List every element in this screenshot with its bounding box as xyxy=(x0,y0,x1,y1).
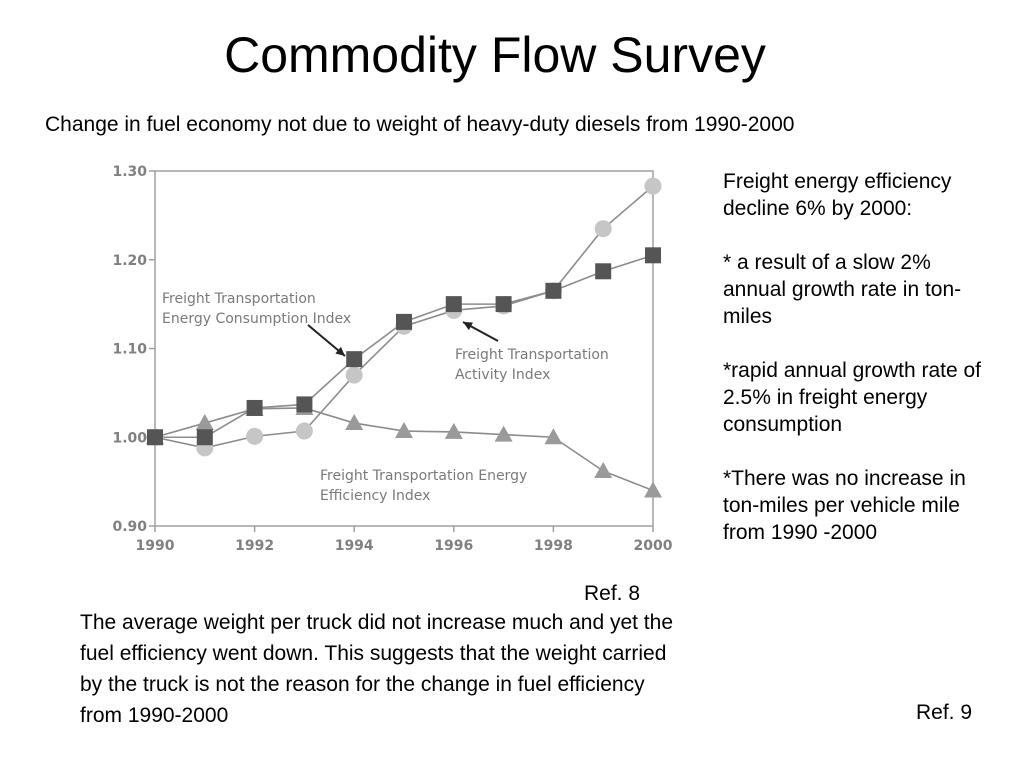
data-point-triangle xyxy=(195,414,214,431)
data-point-square xyxy=(396,313,412,330)
data-point-triangle xyxy=(444,422,463,439)
x-tick-label: 1994 xyxy=(335,538,374,554)
line-chart: 0.90 1.00 1.10 1.20 1.30 1990 1992 1994 1996 1998… xyxy=(105,158,680,563)
data-point-square xyxy=(495,296,512,313)
bullet-item: * a result of a slow 2% annual growth ra… xyxy=(723,251,962,328)
annotation-label: Freight Transportation xyxy=(455,347,609,363)
data-point-square xyxy=(595,263,612,280)
data-point-triangle xyxy=(395,422,413,439)
data-point-circle xyxy=(246,427,264,445)
reference-label-left: Ref. 8 xyxy=(584,582,641,605)
annotation-arrowhead xyxy=(463,322,473,331)
bullet-item: Freight energy efficiency decline 6% by … xyxy=(723,170,952,220)
data-point-square xyxy=(346,351,363,368)
slide-subtitle: Change in fuel economy not due to weight… xyxy=(45,113,795,136)
slide-title: Commodity Flow Survey xyxy=(224,27,766,83)
annotation-label: Freight Transportation xyxy=(162,291,316,307)
y-tick-label: 1.30 xyxy=(112,164,147,180)
x-tick-label: 1992 xyxy=(235,538,274,554)
y-tick-label: 0.90 xyxy=(112,519,147,535)
data-point-circle xyxy=(345,366,363,384)
data-point-square xyxy=(246,399,263,416)
data-point-triangle xyxy=(494,425,513,442)
data-point-square xyxy=(545,282,562,299)
x-tick-label: 1998 xyxy=(534,538,573,554)
x-tick-label: 2000 xyxy=(634,538,673,554)
reference-label-right: Ref. 9 xyxy=(916,701,973,724)
x-tick-label: 1990 xyxy=(136,538,175,554)
chart-svg: 0.90 1.00 1.10 1.20 1.30 1990 1992 1994 1996 1998… xyxy=(112,164,673,554)
y-tick-label: 1.10 xyxy=(112,342,147,358)
data-point-square xyxy=(196,429,213,446)
data-point-square xyxy=(296,396,313,413)
explanation-note: The average weight per truck did not inc… xyxy=(80,611,674,727)
data-point-circle xyxy=(644,177,662,195)
y-tick-label: 1.00 xyxy=(112,430,147,446)
annotation-label: Freight Transportation Energy xyxy=(320,468,527,484)
annotation-label: Activity Index xyxy=(455,367,550,383)
data-point-triangle xyxy=(644,481,662,498)
y-tick-label: 1.20 xyxy=(112,253,147,269)
data-point-triangle xyxy=(544,428,563,445)
data-point-square xyxy=(445,296,462,313)
data-point-circle xyxy=(594,220,612,238)
data-point-triangle xyxy=(345,414,364,431)
annotation-arrowhead xyxy=(335,346,345,356)
data-point-square xyxy=(147,429,163,446)
bullet-item: *There was no increase in ton-miles per … xyxy=(723,467,966,544)
x-tick-label: 1996 xyxy=(434,538,473,554)
data-point-triangle xyxy=(594,461,613,478)
annotation-label: Efficiency Index xyxy=(320,488,430,504)
bullet-item: *rapid annual growth rate of 2.5% in fre… xyxy=(723,359,981,436)
data-point-square xyxy=(645,247,661,264)
data-point-circle xyxy=(295,422,313,440)
annotation-label: Energy Consumption Index xyxy=(162,311,351,327)
bullet-list: Freight energy efficiency decline 6% by … xyxy=(723,168,998,573)
